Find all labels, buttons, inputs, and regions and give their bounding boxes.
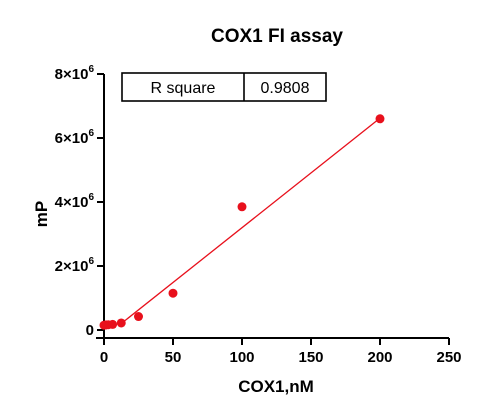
- r-square-value: 0.9808: [261, 80, 310, 97]
- x-tick-label: 150: [298, 349, 323, 366]
- x-tick-label: 50: [165, 349, 182, 366]
- y-tick-exponent: 6: [88, 256, 94, 267]
- data-point: [237, 202, 247, 212]
- y-tick-base: 2×10: [55, 258, 89, 275]
- x-tick-label: 200: [367, 349, 392, 366]
- regression-line: [118, 117, 381, 326]
- y-tick-label: 8×106: [55, 64, 95, 83]
- y-tick-label: 4×106: [55, 192, 95, 211]
- y-tick-base: 8×10: [55, 66, 89, 83]
- r-square-label: R square: [151, 80, 216, 97]
- axes: [96, 74, 449, 339]
- fit-line-group: [118, 117, 381, 326]
- y-tick-base: 0: [86, 322, 94, 339]
- r-square-table: R square 0.9808: [121, 72, 327, 102]
- chart-title: COX1 FI assay: [211, 26, 343, 47]
- y-tick-base: 4×10: [55, 194, 89, 211]
- data-point: [108, 319, 118, 329]
- y-axis-label: mP: [32, 201, 51, 227]
- data-point: [134, 312, 143, 322]
- r-square-box: [121, 72, 327, 102]
- y-tick-label: 2×106: [55, 256, 95, 275]
- y-tick-exponent: 6: [88, 128, 94, 139]
- x-axis-label: COX1,nM: [238, 377, 314, 396]
- data-point: [168, 288, 178, 298]
- x-ticks: 0 50 100 150 200 250: [100, 338, 462, 366]
- data-point: [375, 114, 385, 124]
- y-tick-exponent: 6: [88, 64, 94, 75]
- data-points: [99, 114, 385, 330]
- y-tick-label: 0: [86, 322, 94, 339]
- x-tick-label: 250: [436, 349, 461, 366]
- y-tick-label: 6×106: [55, 128, 95, 147]
- x-tick-label: 100: [229, 349, 254, 366]
- data-point: [116, 318, 126, 328]
- x-tick-label: 0: [100, 349, 108, 366]
- y-tick-exponent: 6: [88, 192, 94, 203]
- y-tick-base: 6×10: [55, 130, 89, 147]
